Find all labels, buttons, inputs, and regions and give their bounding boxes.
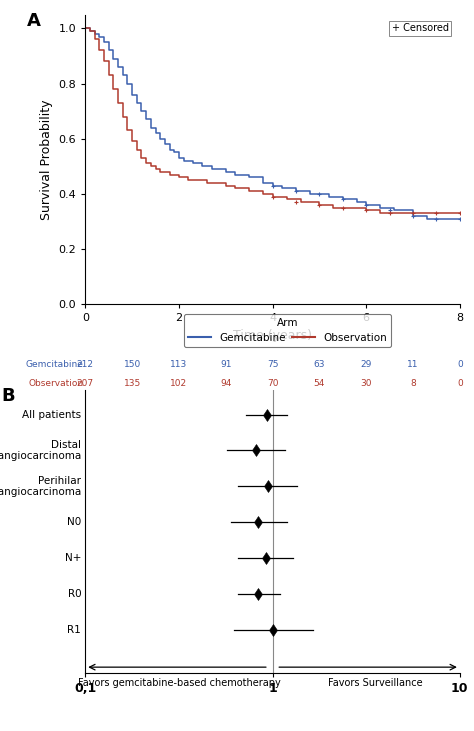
Text: Favors Surveillance: Favors Surveillance: [328, 678, 423, 688]
Text: 0: 0: [457, 360, 463, 369]
Text: 91: 91: [220, 360, 231, 369]
Legend: Gemcitabine, Observation: Gemcitabine, Observation: [184, 314, 391, 347]
Text: A: A: [27, 12, 41, 30]
Text: 113: 113: [170, 360, 188, 369]
Text: 0: 0: [457, 379, 463, 388]
Text: 94: 94: [220, 379, 231, 388]
Text: 30: 30: [360, 379, 372, 388]
Text: 102: 102: [170, 379, 188, 388]
Y-axis label: Survival Probability: Survival Probability: [40, 99, 53, 219]
Text: 54: 54: [314, 379, 325, 388]
Text: + Censored: + Censored: [392, 23, 448, 34]
Text: Observation: Observation: [28, 379, 83, 388]
Text: 207: 207: [77, 379, 94, 388]
Text: 11: 11: [407, 360, 419, 369]
Text: 29: 29: [361, 360, 372, 369]
Text: 75: 75: [267, 360, 278, 369]
Text: 150: 150: [124, 360, 141, 369]
Text: 212: 212: [77, 360, 94, 369]
Text: Favors gemcitabine-based chemotherapy: Favors gemcitabine-based chemotherapy: [78, 678, 280, 688]
Text: 70: 70: [267, 379, 278, 388]
Text: 135: 135: [124, 379, 141, 388]
Text: 63: 63: [314, 360, 325, 369]
Text: B: B: [1, 387, 15, 405]
Text: 8: 8: [410, 379, 416, 388]
X-axis label: Time (years): Time (years): [233, 329, 312, 341]
Text: Gemcitabine: Gemcitabine: [26, 360, 83, 369]
